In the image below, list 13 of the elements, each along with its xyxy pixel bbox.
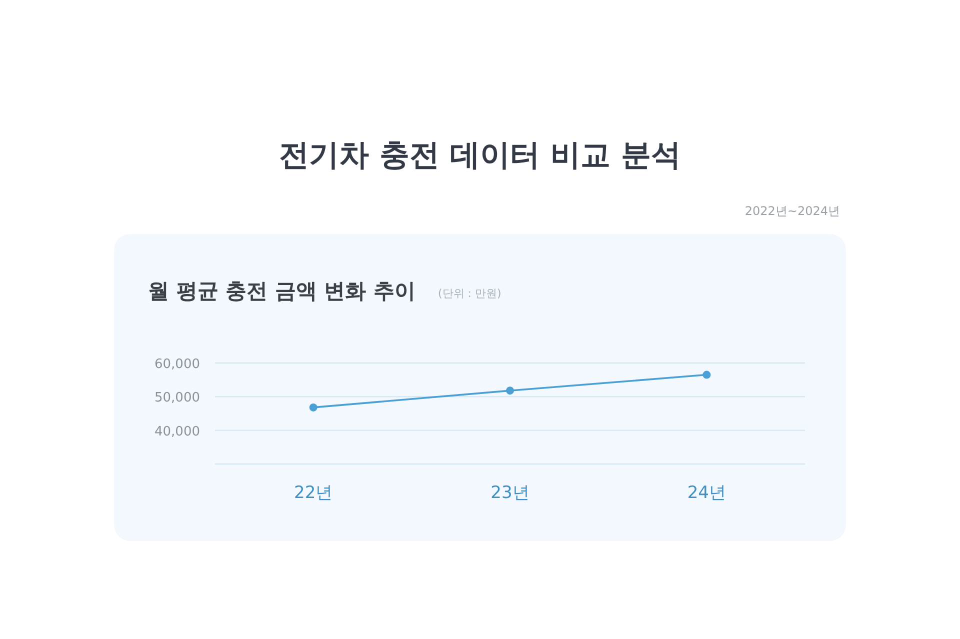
y-tick-label: 40,000	[154, 424, 200, 440]
y-tick-label: 50,000	[154, 390, 200, 406]
x-tick-label: 24년	[687, 483, 726, 503]
text: 2022년~2024년	[744, 204, 840, 218]
point	[702, 370, 711, 379]
point	[309, 403, 318, 412]
x-tick-label: 22년	[294, 483, 333, 503]
x-tick-label: 23년	[490, 483, 530, 503]
text: (단위 : 만원)	[438, 287, 502, 300]
point	[506, 386, 514, 395]
chart-subtitle: 월 평균 충전 금액 변화 추이	[148, 279, 416, 303]
y-tick-label: 60,000	[154, 357, 200, 372]
chart-title: 전기차 충전 데이터 비교 분석	[279, 138, 681, 173]
